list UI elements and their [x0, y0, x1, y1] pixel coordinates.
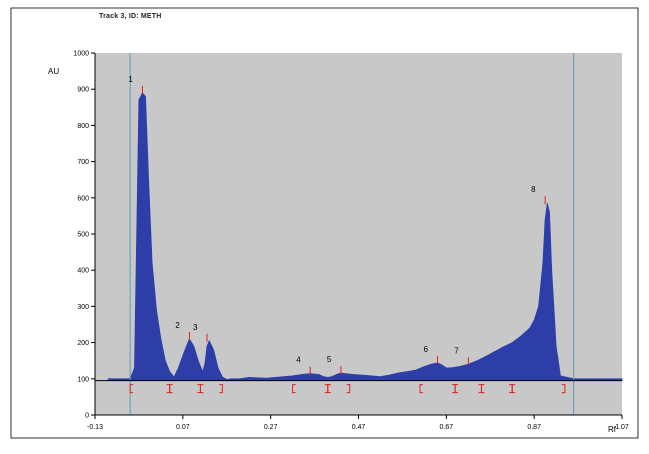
y-tick-label: 0 [85, 413, 89, 420]
bracket-start [129, 384, 134, 394]
y-tick-label: 300 [77, 304, 89, 311]
peak-markers [141, 85, 546, 375]
outer-border [10, 7, 639, 439]
peak-label: 4 [296, 356, 301, 365]
labels: 1 2 3 4 5 6 7 8 0 100 200 300 400 500 600 700 800 900 1000… [48, 51, 629, 435]
area-layer [107, 92, 623, 381]
bracket-start [419, 384, 423, 394]
bracket-start [327, 384, 331, 394]
y-tick-label: 200 [77, 340, 89, 347]
integration-brackets [129, 384, 566, 394]
peak-label: 7 [454, 346, 459, 355]
bracket-start [480, 384, 485, 394]
x-axis-label: Rf [608, 425, 617, 434]
x-tick-label: 1.07 [615, 424, 629, 431]
chart-title: Track 3, ID: METH [99, 13, 162, 20]
bracket-end [561, 384, 566, 394]
y-tick-label: 100 [77, 376, 89, 383]
x-tick-label: 0.67 [440, 424, 454, 431]
x-tick-label: 0.47 [352, 424, 366, 431]
y-tick-label: 800 [77, 123, 89, 130]
peak-label: 2 [175, 321, 180, 330]
y-tick-label: 900 [77, 87, 89, 94]
bracket-end [346, 384, 351, 394]
y-tick-label: 400 [77, 268, 89, 275]
bracket-start [511, 384, 516, 394]
bracket-start [199, 384, 204, 394]
bracket-start [454, 384, 459, 394]
bracket-start [292, 384, 296, 394]
x-tick-label: -0.13 [87, 424, 103, 431]
x-tick-label: 0.07 [176, 424, 190, 431]
reference-lines [95, 53, 622, 415]
x-tick-label: 0.87 [527, 424, 541, 431]
x-tick-label: 0.27 [264, 424, 278, 431]
bracket-end [219, 384, 223, 394]
peak-label: 6 [424, 345, 429, 354]
y-tick-label: 600 [77, 195, 89, 202]
chromatogram-area [107, 92, 623, 381]
y-tick-label: 700 [77, 159, 89, 166]
y-tick-label: 500 [77, 232, 89, 239]
bracket-start [169, 384, 173, 394]
y-tick-label: 1000 [73, 51, 89, 58]
peak-label: 8 [531, 185, 536, 194]
peak-label: 3 [193, 323, 198, 332]
axes [91, 52, 623, 419]
peak-label: 1 [128, 75, 133, 84]
y-axis-label: AU [48, 67, 59, 76]
peak-label: 5 [327, 355, 332, 364]
